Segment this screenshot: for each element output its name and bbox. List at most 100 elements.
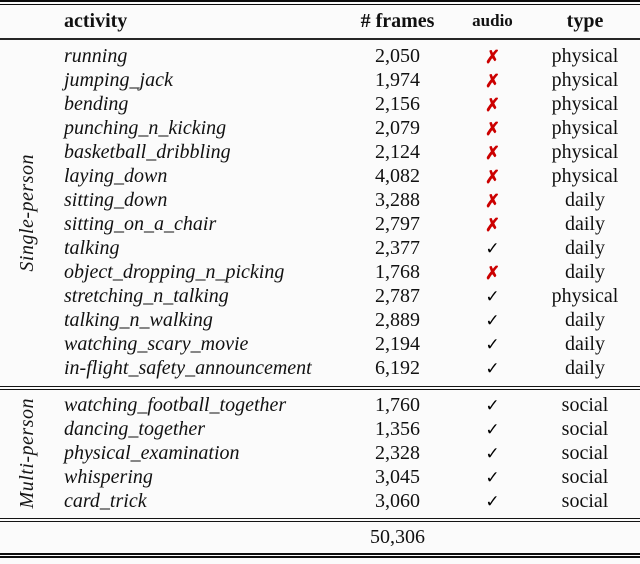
type-cell: physical [551, 93, 619, 115]
type-cell: daily [565, 357, 605, 379]
table-row: punching_n_kicking 2,079 ✗ physical [55, 117, 640, 141]
activity-cell: stretching_n_talking [64, 285, 229, 307]
activity-cell: talking [64, 237, 120, 259]
header-activity: activity [64, 9, 128, 32]
type-cell: daily [565, 309, 605, 331]
audio-check-icon: ✓ [485, 238, 500, 258]
multi-person-rows: watching_football_together 1,760 ✓ social da… [55, 390, 640, 518]
activity-cell: laying_down [64, 165, 168, 187]
table-row: running 2,050 ✗ physical [55, 45, 640, 69]
audio-check-icon: ✓ [485, 395, 500, 415]
frames-cell: 3,060 [375, 490, 420, 512]
frames-cell: 4,082 [375, 165, 420, 187]
type-cell: daily [565, 237, 605, 259]
audio-cross-icon: ✗ [484, 142, 501, 163]
audio-cross-icon: ✗ [484, 70, 501, 91]
single-person-rows: running 2,050 ✗ physical jumping_jack 1,974 ✗ p… [55, 40, 640, 386]
table-row: object_dropping_n_picking 1,768 ✗ daily [55, 261, 640, 285]
activity-cell: talking_n_walking [64, 309, 213, 331]
table-row: sitting_on_a_chair 2,797 ✗ daily [55, 213, 640, 237]
total-frames-value: 50,306 [370, 525, 425, 548]
type-cell: social [561, 490, 609, 512]
table-row: talking 2,377 ✓ daily [55, 237, 640, 261]
audio-check-icon: ✓ [485, 310, 500, 330]
type-cell: physical [551, 117, 619, 139]
type-cell: daily [565, 189, 605, 211]
table-row: physical_examination 2,328 ✓ social [55, 442, 640, 466]
type-cell: social [561, 394, 609, 416]
audio-check-icon: ✓ [485, 286, 500, 306]
header-frames: # frames [360, 9, 435, 32]
frames-cell: 1,356 [375, 418, 420, 440]
frames-cell: 2,377 [375, 237, 420, 259]
frames-cell: 1,760 [375, 394, 420, 416]
frames-cell: 3,288 [375, 189, 420, 211]
audio-cross-icon: ✗ [484, 166, 501, 187]
group-single-person: Single-person running 2,050 ✗ physical jumpi… [0, 40, 640, 386]
table-row: jumping_jack 1,974 ✗ physical [55, 69, 640, 93]
group-multi-person: Multi-person watching_football_together 1… [0, 390, 640, 518]
total-row: 50,306 [0, 522, 640, 553]
activity-cell: physical_examination [64, 442, 240, 464]
frames-cell: 2,156 [375, 93, 420, 115]
table-row: watching_football_together 1,760 ✓ social [55, 394, 640, 418]
type-cell: physical [551, 285, 619, 307]
table-row: basketball_dribbling 2,124 ✗ physical [55, 141, 640, 165]
type-cell: physical [551, 45, 619, 67]
frames-cell: 2,124 [375, 141, 420, 163]
activity-cell: object_dropping_n_picking [64, 261, 285, 283]
audio-cross-icon: ✗ [484, 94, 501, 115]
audio-cross-icon: ✗ [484, 190, 501, 211]
audio-cross-icon: ✗ [484, 118, 501, 139]
group-label-multi-person: Multi-person [16, 398, 38, 509]
type-cell: daily [565, 333, 605, 355]
activity-cell: running [64, 45, 128, 67]
header-type: type [566, 9, 604, 32]
frames-cell: 2,079 [375, 117, 420, 139]
section-divider-rule [0, 385, 640, 390]
group-label-gutter: Single-person [0, 40, 55, 386]
top-rule [0, 0, 640, 5]
type-cell: social [561, 466, 609, 488]
table-row: dancing_together 1,356 ✓ social [55, 418, 640, 442]
audio-cross-icon: ✗ [484, 214, 501, 235]
header-rule [0, 37, 640, 40]
activity-cell: basketball_dribbling [64, 141, 231, 163]
table-row: sitting_down 3,288 ✗ daily [55, 189, 640, 213]
table-row: whispering 3,045 ✓ social [55, 466, 640, 490]
audio-check-icon: ✓ [485, 491, 500, 511]
frames-cell: 3,045 [375, 466, 420, 488]
activity-cell: whispering [64, 466, 153, 488]
table-header-row: activity # frames audio type [0, 5, 640, 38]
frames-cell: 2,889 [375, 309, 420, 331]
activity-cell: watching_football_together [64, 394, 287, 416]
frames-cell: 6,192 [375, 357, 420, 379]
activity-cell: punching_n_kicking [64, 117, 227, 139]
table-row: laying_down 4,082 ✗ physical [55, 165, 640, 189]
frames-cell: 2,050 [375, 45, 420, 67]
table-row: watching_scary_movie 2,194 ✓ daily [55, 333, 640, 357]
activity-cell: card_trick [64, 490, 147, 512]
bottom-rule [0, 552, 640, 559]
activity-cell: dancing_together [64, 418, 206, 440]
activity-cell: watching_scary_movie [64, 333, 249, 355]
header-audio: audio [472, 11, 513, 30]
total-divider-rule [0, 517, 640, 522]
audio-cross-icon: ✗ [484, 46, 501, 67]
table-row: in-flight_safety_announcement 6,192 ✓ daily [55, 357, 640, 381]
table-row: stretching_n_talking 2,787 ✓ physical [55, 285, 640, 309]
type-cell: physical [551, 141, 619, 163]
type-cell: social [561, 442, 609, 464]
audio-check-icon: ✓ [485, 419, 500, 439]
table-row: card_trick 3,060 ✓ social [55, 490, 640, 514]
activity-cell: in-flight_safety_announcement [64, 357, 312, 379]
type-cell: physical [551, 165, 619, 187]
type-cell: social [561, 418, 609, 440]
frames-cell: 2,328 [375, 442, 420, 464]
group-label-gutter: Multi-person [0, 390, 55, 518]
frames-cell: 2,194 [375, 333, 420, 355]
type-cell: physical [551, 69, 619, 91]
table-row: bending 2,156 ✗ physical [55, 93, 640, 117]
type-cell: daily [565, 213, 605, 235]
